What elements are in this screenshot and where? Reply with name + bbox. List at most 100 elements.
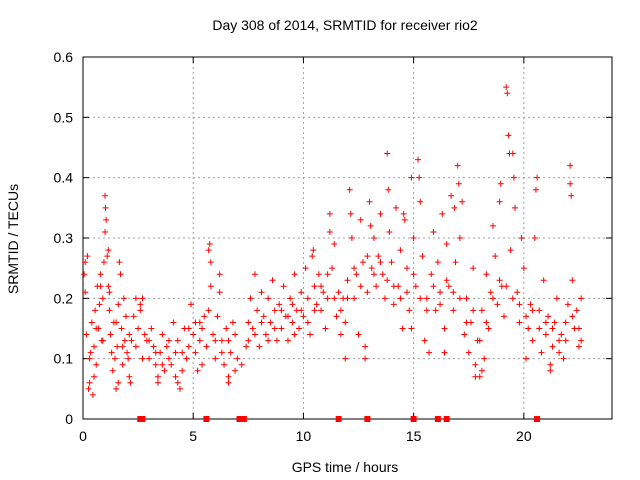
data-point bbox=[547, 367, 554, 374]
x-axis-label: GPS time / hours bbox=[292, 459, 399, 475]
data-point bbox=[238, 361, 245, 368]
data-point bbox=[273, 337, 280, 344]
data-point bbox=[504, 90, 511, 97]
data-point bbox=[113, 385, 120, 392]
data-point bbox=[373, 283, 380, 290]
data-point bbox=[291, 271, 298, 278]
data-point bbox=[278, 325, 285, 332]
data-point bbox=[384, 150, 391, 157]
data-point bbox=[370, 271, 377, 278]
data-point bbox=[179, 349, 186, 356]
data-point bbox=[120, 295, 127, 302]
data-point bbox=[401, 216, 408, 223]
data-point bbox=[302, 265, 309, 272]
data-point bbox=[165, 355, 172, 362]
data-point bbox=[430, 228, 437, 235]
data-point bbox=[337, 307, 344, 314]
data-point bbox=[91, 343, 98, 350]
data-point bbox=[106, 289, 113, 296]
data-point bbox=[165, 337, 172, 344]
data-point bbox=[93, 361, 100, 368]
tick-labels: 0 0.1 0.2 0.3 0.4 0.5 0.6 0 5 10 15 20 bbox=[54, 49, 532, 444]
data-point bbox=[135, 325, 142, 332]
data-point bbox=[225, 379, 232, 386]
data-point bbox=[216, 289, 223, 296]
data-point bbox=[137, 307, 144, 314]
data-point bbox=[113, 319, 120, 326]
data-point bbox=[379, 271, 386, 278]
data-point bbox=[85, 385, 92, 392]
data-point bbox=[567, 162, 574, 169]
data-point bbox=[567, 180, 574, 187]
data-point bbox=[362, 343, 369, 350]
zero-markers bbox=[137, 416, 541, 422]
data-point bbox=[91, 373, 98, 380]
data-point bbox=[172, 349, 179, 356]
data-point bbox=[542, 319, 549, 326]
data-point bbox=[84, 253, 91, 260]
data-point bbox=[430, 283, 437, 290]
data-point bbox=[549, 325, 556, 332]
data-point bbox=[527, 301, 534, 308]
data-point bbox=[260, 313, 267, 320]
data-point bbox=[111, 355, 118, 362]
data-point bbox=[251, 271, 258, 278]
data-point bbox=[89, 391, 96, 398]
data-point bbox=[497, 180, 504, 187]
data-point bbox=[311, 283, 318, 290]
data-point bbox=[335, 289, 342, 296]
data-point bbox=[456, 295, 463, 302]
data-point bbox=[139, 295, 146, 302]
data-point bbox=[512, 204, 519, 211]
data-point bbox=[400, 210, 407, 217]
data-point bbox=[562, 319, 569, 326]
data-point bbox=[408, 325, 415, 332]
data-point bbox=[276, 301, 283, 308]
data-point bbox=[575, 343, 582, 350]
data-point bbox=[216, 271, 223, 278]
data-point bbox=[300, 313, 307, 320]
data-point bbox=[132, 343, 139, 350]
data-point bbox=[251, 331, 258, 338]
data-point bbox=[99, 337, 106, 344]
data-point bbox=[367, 222, 374, 229]
data-point bbox=[183, 355, 190, 362]
data-point bbox=[375, 253, 382, 260]
data-point bbox=[496, 198, 503, 205]
data-point bbox=[218, 349, 225, 356]
data-point bbox=[102, 204, 109, 211]
data-point bbox=[347, 210, 354, 217]
data-point bbox=[423, 295, 430, 302]
data-point bbox=[161, 367, 168, 374]
data-point bbox=[304, 319, 311, 326]
data-point bbox=[221, 361, 228, 368]
data-point bbox=[417, 295, 424, 302]
data-point bbox=[487, 289, 494, 296]
data-point bbox=[118, 325, 125, 332]
data-point bbox=[568, 192, 575, 199]
data-point bbox=[545, 313, 552, 320]
data-point bbox=[342, 319, 349, 326]
data-point bbox=[256, 343, 263, 350]
data-point bbox=[456, 235, 463, 241]
data-point bbox=[547, 361, 554, 368]
data-point bbox=[207, 259, 214, 266]
data-point bbox=[415, 156, 422, 163]
data-point bbox=[105, 247, 112, 254]
data-point bbox=[351, 295, 358, 302]
x-tick-label: 20 bbox=[516, 428, 532, 444]
data-point bbox=[117, 271, 124, 278]
data-point bbox=[525, 325, 532, 332]
data-point bbox=[225, 373, 232, 380]
chart-title: Day 308 of 2014, SRMTID for receiver rio… bbox=[212, 17, 478, 33]
data-point bbox=[426, 349, 433, 356]
data-point bbox=[232, 367, 239, 374]
data-point bbox=[492, 253, 499, 260]
data-point bbox=[536, 307, 543, 314]
data-point bbox=[106, 307, 113, 314]
data-point bbox=[199, 325, 206, 332]
data-point bbox=[141, 331, 148, 338]
data-point bbox=[108, 349, 115, 356]
data-point bbox=[121, 337, 128, 344]
